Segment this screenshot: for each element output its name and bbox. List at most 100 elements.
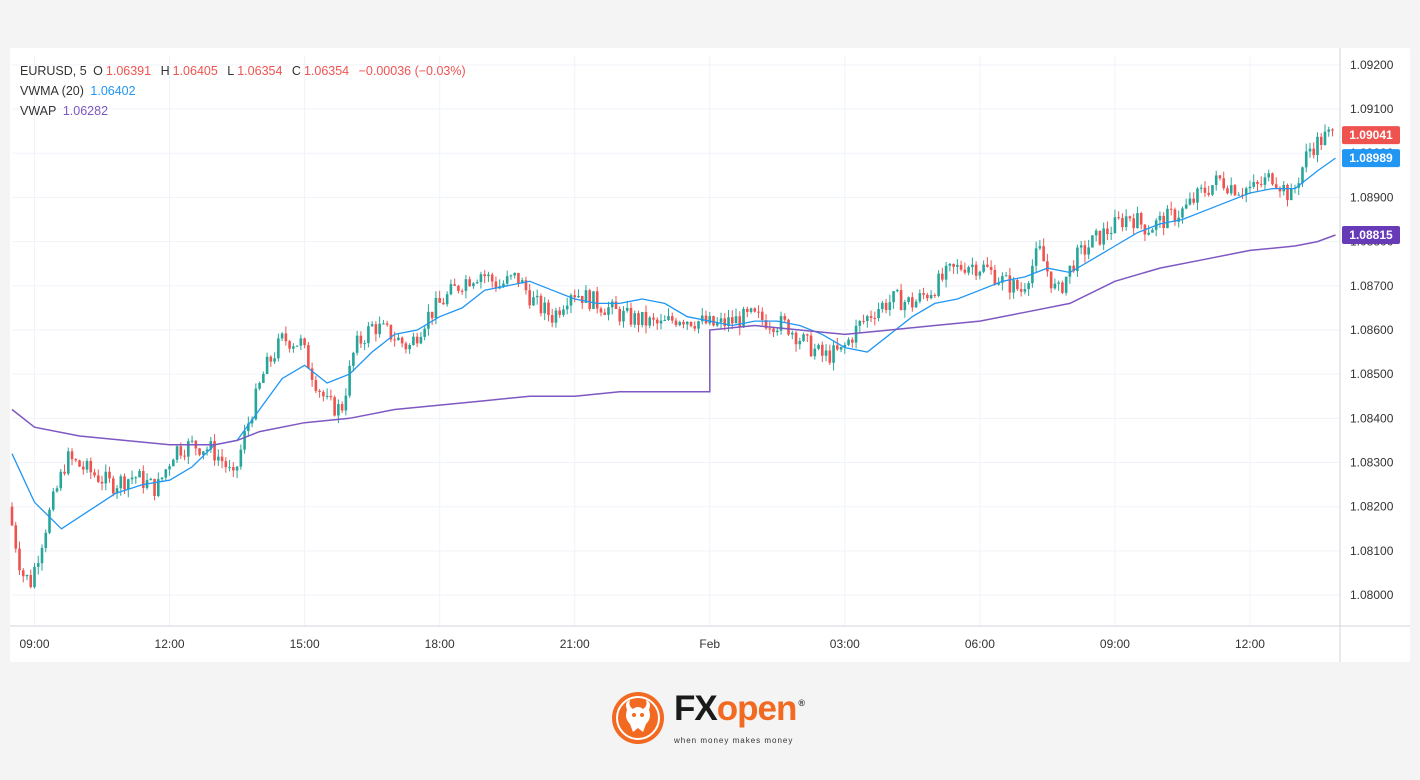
candle-body[interactable] xyxy=(884,302,888,310)
candle-body[interactable] xyxy=(427,311,430,329)
vwma-line[interactable] xyxy=(11,157,1336,530)
candle-body[interactable] xyxy=(1166,208,1169,229)
candle-body[interactable] xyxy=(1169,208,1173,210)
candle-body[interactable] xyxy=(637,313,640,325)
candle-body[interactable] xyxy=(1316,136,1319,156)
candle-body[interactable] xyxy=(490,274,494,282)
candle-body[interactable] xyxy=(1207,192,1211,195)
candle-body[interactable] xyxy=(382,323,385,325)
candle-body[interactable] xyxy=(775,330,779,333)
candle-body[interactable] xyxy=(408,344,411,350)
candle-body[interactable] xyxy=(753,308,757,312)
candle-body[interactable] xyxy=(160,477,164,480)
candle-body[interactable] xyxy=(854,325,858,343)
candle-body[interactable] xyxy=(1019,289,1023,292)
candle-body[interactable] xyxy=(134,477,138,479)
candle-body[interactable] xyxy=(1173,209,1177,222)
candle-body[interactable] xyxy=(956,264,959,267)
candle-body[interactable] xyxy=(509,275,513,277)
candle-body[interactable] xyxy=(922,293,925,295)
candle-body[interactable] xyxy=(648,317,652,326)
candle-body[interactable] xyxy=(224,461,228,468)
candle-body[interactable] xyxy=(1053,283,1057,289)
candle-body[interactable] xyxy=(460,290,464,292)
candle-body[interactable] xyxy=(93,472,96,476)
candle-body[interactable] xyxy=(685,321,689,325)
candle-body[interactable] xyxy=(719,318,723,323)
candle-body[interactable] xyxy=(1289,188,1293,201)
candle-body[interactable] xyxy=(1098,230,1102,245)
candle-body[interactable] xyxy=(310,368,314,381)
candle-body[interactable] xyxy=(100,481,104,484)
candle-body[interactable] xyxy=(1102,228,1105,245)
candle-body[interactable] xyxy=(997,282,1000,285)
candle-body[interactable] xyxy=(1256,182,1259,184)
candle-body[interactable] xyxy=(790,332,794,335)
candle-body[interactable] xyxy=(138,470,141,478)
candle-body[interactable] xyxy=(1308,148,1312,152)
candle-body[interactable] xyxy=(610,301,614,308)
candle-body[interactable] xyxy=(862,320,865,322)
candle-body[interactable] xyxy=(595,291,599,309)
candle-body[interactable] xyxy=(1192,198,1195,203)
candle-body[interactable] xyxy=(978,271,982,276)
candle-body[interactable] xyxy=(78,460,81,467)
candle-body[interactable] xyxy=(723,318,727,327)
candle-body[interactable] xyxy=(74,459,78,461)
candle-body[interactable] xyxy=(558,310,562,315)
candle-body[interactable] xyxy=(1162,215,1165,229)
candle-body[interactable] xyxy=(577,295,580,298)
candle-body[interactable] xyxy=(903,302,907,311)
candle-body[interactable] xyxy=(1274,184,1278,188)
candle-body[interactable] xyxy=(618,308,622,322)
candle-body[interactable] xyxy=(228,467,231,469)
candle-body[interactable] xyxy=(858,320,862,326)
candle-body[interactable] xyxy=(1188,198,1192,205)
candle-body[interactable] xyxy=(1203,187,1207,193)
candle-body[interactable] xyxy=(1312,148,1316,156)
candle-body[interactable] xyxy=(869,316,873,318)
candle-body[interactable] xyxy=(1079,245,1083,248)
candle-body[interactable] xyxy=(479,274,483,283)
candle-body[interactable] xyxy=(21,570,25,577)
candle-body[interactable] xyxy=(760,311,764,321)
candle-body[interactable] xyxy=(1263,177,1267,185)
candle-body[interactable] xyxy=(1091,235,1094,248)
candle-body[interactable] xyxy=(757,311,760,313)
candle-body[interactable] xyxy=(899,290,903,311)
candle-body[interactable] xyxy=(952,263,955,267)
candle-body[interactable] xyxy=(1327,129,1331,132)
candle-body[interactable] xyxy=(625,307,629,311)
candle-body[interactable] xyxy=(265,356,269,374)
candle-body[interactable] xyxy=(442,302,445,305)
candle-body[interactable] xyxy=(449,284,453,295)
candle-body[interactable] xyxy=(517,272,520,284)
candle-body[interactable] xyxy=(914,301,918,308)
candle-body[interactable] xyxy=(532,297,535,306)
candle-body[interactable] xyxy=(802,334,805,341)
candle-body[interactable] xyxy=(1016,280,1019,290)
candle-body[interactable] xyxy=(1106,228,1109,235)
candle-body[interactable] xyxy=(258,382,261,389)
candle-body[interactable] xyxy=(355,335,359,353)
candle-body[interactable] xyxy=(1229,185,1233,194)
candle-body[interactable] xyxy=(430,311,434,319)
candle-body[interactable] xyxy=(318,390,321,392)
candle-body[interactable] xyxy=(400,337,404,344)
candle-body[interactable] xyxy=(745,308,749,312)
candle-body[interactable] xyxy=(798,340,802,345)
candle-body[interactable] xyxy=(828,350,832,363)
candle-body[interactable] xyxy=(505,276,509,284)
candle-body[interactable] xyxy=(1226,188,1229,194)
candle-body[interactable] xyxy=(866,316,869,322)
candle-body[interactable] xyxy=(502,283,505,287)
candle-body[interactable] xyxy=(130,477,134,480)
candle-body[interactable] xyxy=(1076,247,1079,272)
candle-body[interactable] xyxy=(104,471,108,484)
candle-body[interactable] xyxy=(202,451,205,455)
candle-body[interactable] xyxy=(66,451,70,474)
candle-body[interactable] xyxy=(1323,131,1327,145)
candle-body[interactable] xyxy=(1027,283,1030,290)
candle-body[interactable] xyxy=(217,456,220,461)
candle-body[interactable] xyxy=(697,321,700,329)
